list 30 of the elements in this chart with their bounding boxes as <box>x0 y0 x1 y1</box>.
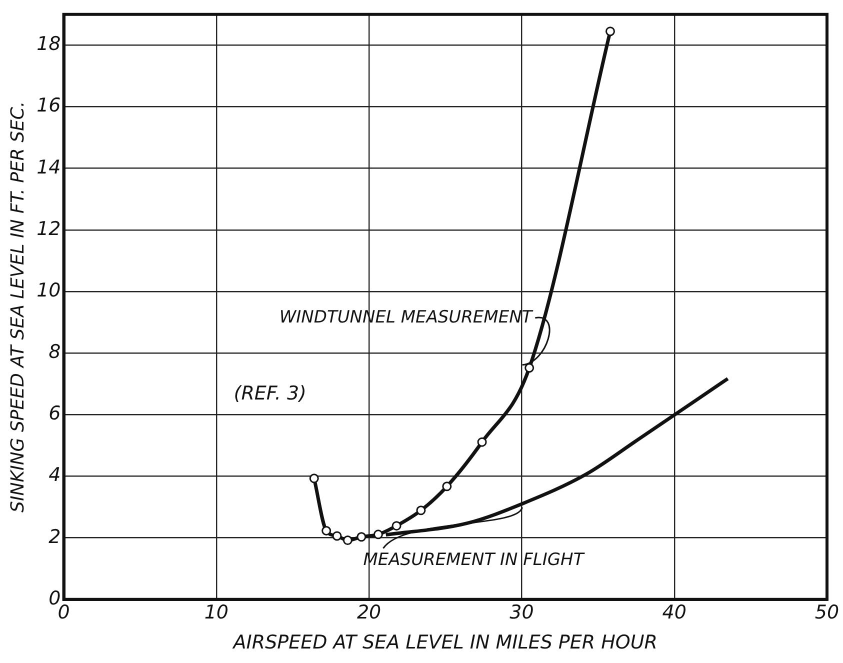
x-tick-label: 20 <box>356 602 382 624</box>
point <box>342 536 352 546</box>
point <box>442 482 452 492</box>
point <box>605 26 615 36</box>
y-tick-label: 2 <box>48 526 61 548</box>
point <box>322 526 332 536</box>
y-tick-label: 12 <box>36 218 61 240</box>
point <box>392 521 402 531</box>
annotation: (REF. 3) <box>234 382 306 404</box>
x-tick-label: 10 <box>204 602 229 624</box>
x-tick-label: 30 <box>510 602 534 624</box>
y-tick-label: 16 <box>36 94 61 117</box>
y-tick-label: 8 <box>48 341 61 364</box>
y-tick-label: 6 <box>48 402 61 425</box>
y-axis-title: SINKING SPEED AT SEA LEVEL IN FT. PER SEC. <box>7 101 28 512</box>
point <box>309 474 319 484</box>
point <box>477 437 487 447</box>
point <box>332 531 342 541</box>
point <box>524 363 534 373</box>
y-tick-label: 14 <box>36 156 61 178</box>
point <box>356 532 366 542</box>
x-axis-title: AIRSPEED AT SEA LEVEL IN MILES PER HOUR <box>231 632 658 654</box>
y-tick-label: 18 <box>36 33 61 56</box>
x-tick-label: 40 <box>662 602 686 624</box>
y-tick-label: 0 <box>48 587 61 610</box>
y-tick-label: 4 <box>48 464 61 486</box>
point <box>416 506 426 516</box>
point <box>373 530 383 540</box>
y-tick-label: 10 <box>36 279 61 302</box>
x-tick-label: 50 <box>814 602 840 624</box>
